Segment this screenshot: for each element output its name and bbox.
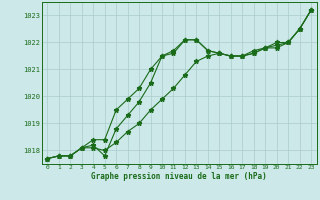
X-axis label: Graphe pression niveau de la mer (hPa): Graphe pression niveau de la mer (hPa)	[91, 172, 267, 181]
